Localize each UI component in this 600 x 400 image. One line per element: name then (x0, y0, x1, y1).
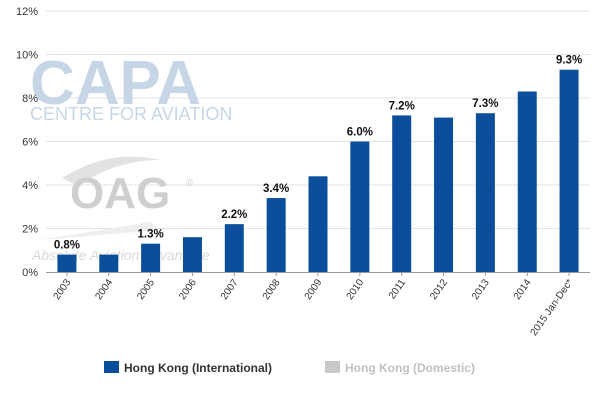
data-label: 7.3% (472, 98, 498, 110)
y-tick-label: 2% (22, 224, 38, 236)
data-label: 0.8% (54, 240, 80, 252)
x-tick-label: 2012 (428, 277, 450, 302)
y-tick-label: 10% (16, 50, 38, 62)
capa-watermark: CAPA CENTRE FOR AVIATION (30, 49, 232, 124)
legend-item-international[interactable]: Hong Kong (International) (104, 361, 272, 375)
x-tick-label: 2014 (512, 277, 534, 302)
y-tick-label: 12% (16, 6, 38, 18)
x-tick-label: 2008 (261, 277, 283, 302)
legend-swatch-international (104, 361, 119, 373)
y-tick-label: 0% (22, 267, 38, 279)
data-label: 9.3% (556, 55, 582, 67)
data-label: 3.4% (263, 183, 289, 195)
x-tick-label: 2010 (345, 277, 367, 302)
y-tick-label: 8% (22, 93, 38, 105)
bar-2011 (392, 115, 412, 273)
x-tick-label: 2011 (387, 277, 409, 301)
bar-2015 (559, 69, 579, 272)
bar-2010 (350, 141, 370, 272)
data-label: 1.3% (138, 229, 164, 241)
capa-logo-text: CAPA (30, 49, 201, 118)
x-tick-label: 2005 (135, 277, 157, 302)
gridlines (46, 10, 590, 229)
bar-2003 (57, 254, 77, 272)
oag-wing-icon (40, 222, 160, 240)
bar-2013 (475, 113, 495, 272)
data-label: 2.2% (221, 209, 247, 221)
x-tick-label: 2007 (219, 277, 241, 302)
legend-item-domestic[interactable]: Hong Kong (Domestic) (325, 361, 475, 375)
bar-2008 (266, 198, 286, 272)
y-axis-ticks: 0% 2% 4% 6% 8% 10% 12% (16, 6, 38, 279)
data-label: 7.2% (389, 100, 415, 112)
legend-swatch-domestic (325, 361, 340, 373)
x-tick-label: 2004 (93, 277, 115, 302)
data-label: 6.0% (347, 127, 373, 139)
data-labels: 0.8% 1.3% 2.2% 3.4% 6.0% 7.2% 7.3% 9.3% (54, 55, 582, 252)
x-tick-label: 2015 Jan-Dec* (529, 277, 576, 338)
capa-logo-subtext: CENTRE FOR AVIATION (30, 104, 232, 124)
y-tick-label: 6% (22, 137, 38, 149)
x-tick-label: 2013 (470, 277, 492, 302)
legend-label-domestic: Hong Kong (Domestic) (345, 361, 475, 375)
legend-label-international: Hong Kong (International) (124, 361, 272, 375)
bar-2014 (517, 91, 537, 272)
x-axis-ticks: 2003 2004 2005 2006 2007 2008 2009 2010 2011 2012… (52, 272, 576, 338)
oag-logo-text: OAG (70, 169, 170, 218)
bar-2005 (141, 243, 161, 272)
bars (57, 69, 579, 273)
legend: Hong Kong (International) Hong Kong (Dom… (104, 361, 475, 375)
x-tick-label: 2009 (303, 277, 325, 302)
bar-2009 (308, 176, 328, 272)
bar-2007 (224, 224, 244, 272)
bar-2012 (434, 117, 454, 272)
x-tick-label: 2006 (177, 277, 199, 302)
oag-swoosh-icon (62, 156, 160, 186)
bar-2006 (182, 237, 202, 272)
oag-registered-mark: ® (186, 178, 194, 189)
x-tick-label: 2003 (52, 277, 74, 302)
bar-2004 (99, 254, 119, 272)
y-tick-label: 4% (22, 180, 38, 192)
